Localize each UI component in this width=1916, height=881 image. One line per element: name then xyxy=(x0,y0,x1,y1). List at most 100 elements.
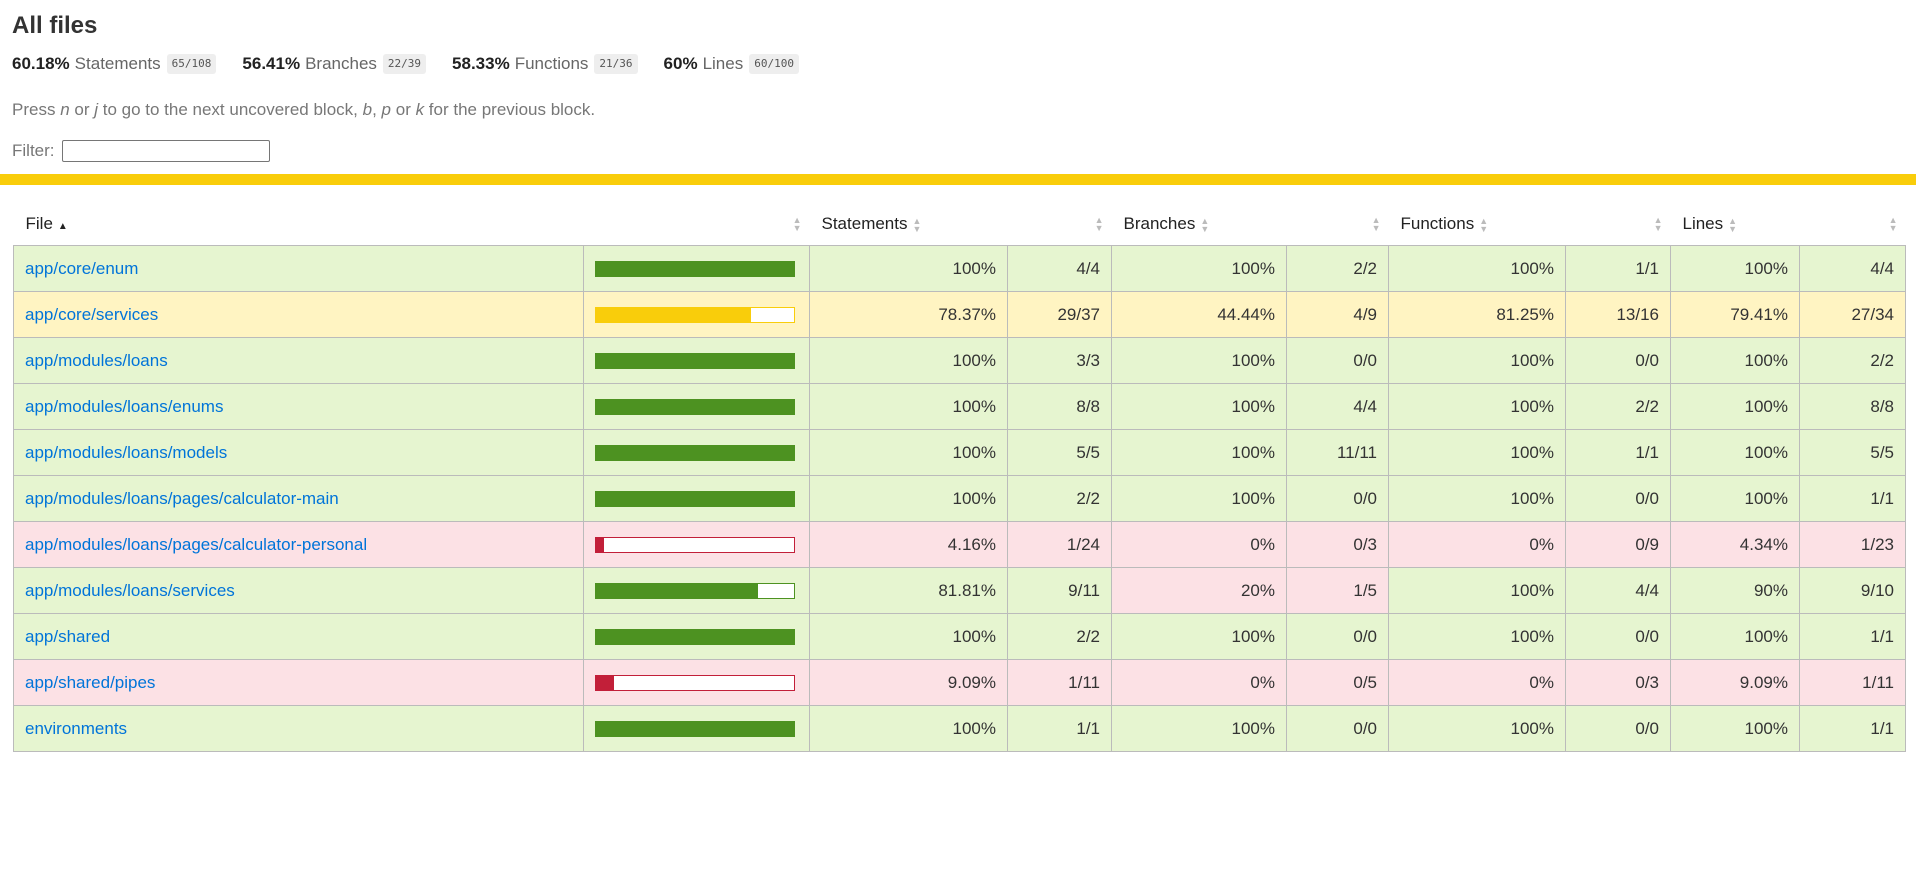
filter-label: Filter: xyxy=(12,141,55,160)
summary-label: Functions xyxy=(514,54,589,73)
functions-pct: 100% xyxy=(1388,613,1566,660)
summary-pct: 60% xyxy=(663,54,698,73)
header-statements-raw[interactable]: ▲ ▼ xyxy=(1008,203,1112,246)
header-file[interactable]: File ▲ xyxy=(25,214,68,233)
file-link[interactable]: app/core/services xyxy=(25,304,159,324)
statements-raw: 8/8 xyxy=(1007,383,1112,430)
header-statements[interactable]: Statements ▲ ▼ xyxy=(821,214,922,234)
file-link[interactable]: app/core/enum xyxy=(25,258,139,278)
coverage-bar xyxy=(595,628,795,645)
file-link[interactable]: app/modules/loans xyxy=(25,350,168,370)
header-file-bar[interactable]: ▲ ▼ xyxy=(584,203,810,246)
statements-pct: 100% xyxy=(809,245,1008,292)
functions-raw: 0/3 xyxy=(1565,659,1671,706)
functions-raw: 13/16 xyxy=(1565,291,1671,338)
file-cell: app/modules/loans xyxy=(13,337,584,384)
statements-pct: 100% xyxy=(809,475,1008,522)
coverage-bar-cell xyxy=(583,383,810,430)
branches-pct: 0% xyxy=(1111,521,1287,568)
statements-raw: 29/37 xyxy=(1007,291,1112,338)
summary-fraction-badge: 21/36 xyxy=(594,54,638,74)
file-cell: app/core/enum xyxy=(13,245,584,292)
coverage-bar xyxy=(595,306,795,323)
table-row: app/modules/loans/enums 100% 8/8 100% 4/4 100… xyxy=(13,383,1906,430)
file-link[interactable]: app/modules/loans/enums xyxy=(25,396,224,416)
file-cell: app/shared/pipes xyxy=(13,659,584,706)
lines-pct: 100% xyxy=(1670,245,1800,292)
coverage-bar-fill xyxy=(596,353,794,368)
status-divider xyxy=(0,174,1916,185)
branches-pct: 100% xyxy=(1111,429,1287,476)
lines-raw: 9/10 xyxy=(1799,567,1906,614)
file-link[interactable]: app/shared/pipes xyxy=(25,672,156,692)
file-link[interactable]: app/modules/loans/pages/calculator-main xyxy=(25,488,339,508)
statements-raw: 1/11 xyxy=(1007,659,1112,706)
lines-raw: 1/1 xyxy=(1799,475,1906,522)
lines-pct: 100% xyxy=(1670,475,1800,522)
coverage-bar-cell xyxy=(583,291,810,338)
coverage-bar xyxy=(595,490,795,507)
sort-asc-icon: ▲ xyxy=(57,221,68,232)
functions-raw: 2/2 xyxy=(1565,383,1671,430)
branches-pct: 100% xyxy=(1111,705,1287,752)
file-link[interactable]: app/modules/loans/services xyxy=(25,580,235,600)
branches-raw: 0/3 xyxy=(1286,521,1389,568)
summary-fraction-badge: 60/100 xyxy=(749,54,799,74)
coverage-bar-cell xyxy=(583,245,810,292)
sort-icon: ▲ ▼ xyxy=(912,215,922,234)
filter-input[interactable] xyxy=(61,140,270,162)
header-lines[interactable]: Lines ▲ ▼ xyxy=(1682,214,1738,234)
file-cell: app/core/services xyxy=(13,291,584,338)
header-branches[interactable]: Branches ▲ ▼ xyxy=(1123,214,1210,234)
functions-pct: 81.25% xyxy=(1388,291,1566,338)
header-functions[interactable]: Functions ▲ ▼ xyxy=(1400,214,1489,234)
sort-icon: ▲ ▼ xyxy=(1094,215,1104,233)
branches-pct: 0% xyxy=(1111,659,1287,706)
branches-raw: 0/0 xyxy=(1286,705,1389,752)
summary-pct: 58.33% xyxy=(452,54,510,73)
summary-lines: 60% Lines 60/100 xyxy=(664,54,799,74)
file-link[interactable]: app/modules/loans/models xyxy=(25,442,228,462)
table-header-row: File ▲ ▲ ▼ Statements ▲ ▼ ▲ ▼ Branches ▲ ▼ ▲ ▼ F… xyxy=(14,203,1906,246)
filter-row: Filter: xyxy=(12,140,1904,162)
functions-pct: 100% xyxy=(1388,705,1566,752)
functions-pct: 100% xyxy=(1388,475,1566,522)
branches-raw: 0/0 xyxy=(1286,475,1389,522)
branches-raw: 1/5 xyxy=(1286,567,1389,614)
page-title: All files xyxy=(12,12,98,39)
functions-raw: 1/1 xyxy=(1565,429,1671,476)
summary-label: Branches xyxy=(305,54,377,73)
header-lines-raw[interactable]: ▲ ▼ xyxy=(1800,203,1906,246)
table-row: app/shared/pipes 9.09% 1/11 0% 0/5 0% 0/3 9.09%… xyxy=(13,659,1906,706)
lines-pct: 100% xyxy=(1670,383,1800,430)
statements-raw: 5/5 xyxy=(1007,429,1112,476)
coverage-bar-fill xyxy=(596,307,752,322)
file-cell: app/modules/loans/enums xyxy=(13,383,584,430)
statements-pct: 4.16% xyxy=(809,521,1008,568)
statements-pct: 100% xyxy=(809,613,1008,660)
header-branches-raw[interactable]: ▲ ▼ xyxy=(1287,203,1389,246)
header-functions-raw[interactable]: ▲ ▼ xyxy=(1566,203,1671,246)
summary-fraction-badge: 22/39 xyxy=(382,54,427,74)
coverage-bar-fill xyxy=(596,261,794,276)
statements-pct: 100% xyxy=(809,383,1008,430)
lines-pct: 100% xyxy=(1670,429,1800,476)
file-link[interactable]: app/shared xyxy=(25,626,111,646)
coverage-bar-fill xyxy=(596,721,794,736)
file-link[interactable]: app/modules/loans/pages/calculator-perso… xyxy=(25,534,368,554)
table-row: app/modules/loans/models 100% 5/5 100% 11/11… xyxy=(13,429,1906,476)
statements-pct: 78.37% xyxy=(809,291,1008,338)
summary-pct: 60.18% xyxy=(12,54,70,73)
branches-pct: 100% xyxy=(1111,383,1287,430)
coverage-bar-cell xyxy=(583,337,810,384)
sort-icon: ▲ ▼ xyxy=(1888,215,1898,233)
statements-pct: 100% xyxy=(809,429,1008,476)
branches-pct: 44.44% xyxy=(1111,291,1287,338)
table-row: app/modules/loans 100% 3/3 100% 0/0 100% 0/0 10… xyxy=(13,337,1906,384)
coverage-bar-cell xyxy=(583,521,810,568)
file-link[interactable]: environments xyxy=(25,718,128,738)
sort-icon: ▲ ▼ xyxy=(1200,215,1210,234)
branches-pct: 100% xyxy=(1111,475,1287,522)
file-cell: environments xyxy=(13,705,584,752)
statements-raw: 3/3 xyxy=(1007,337,1112,384)
